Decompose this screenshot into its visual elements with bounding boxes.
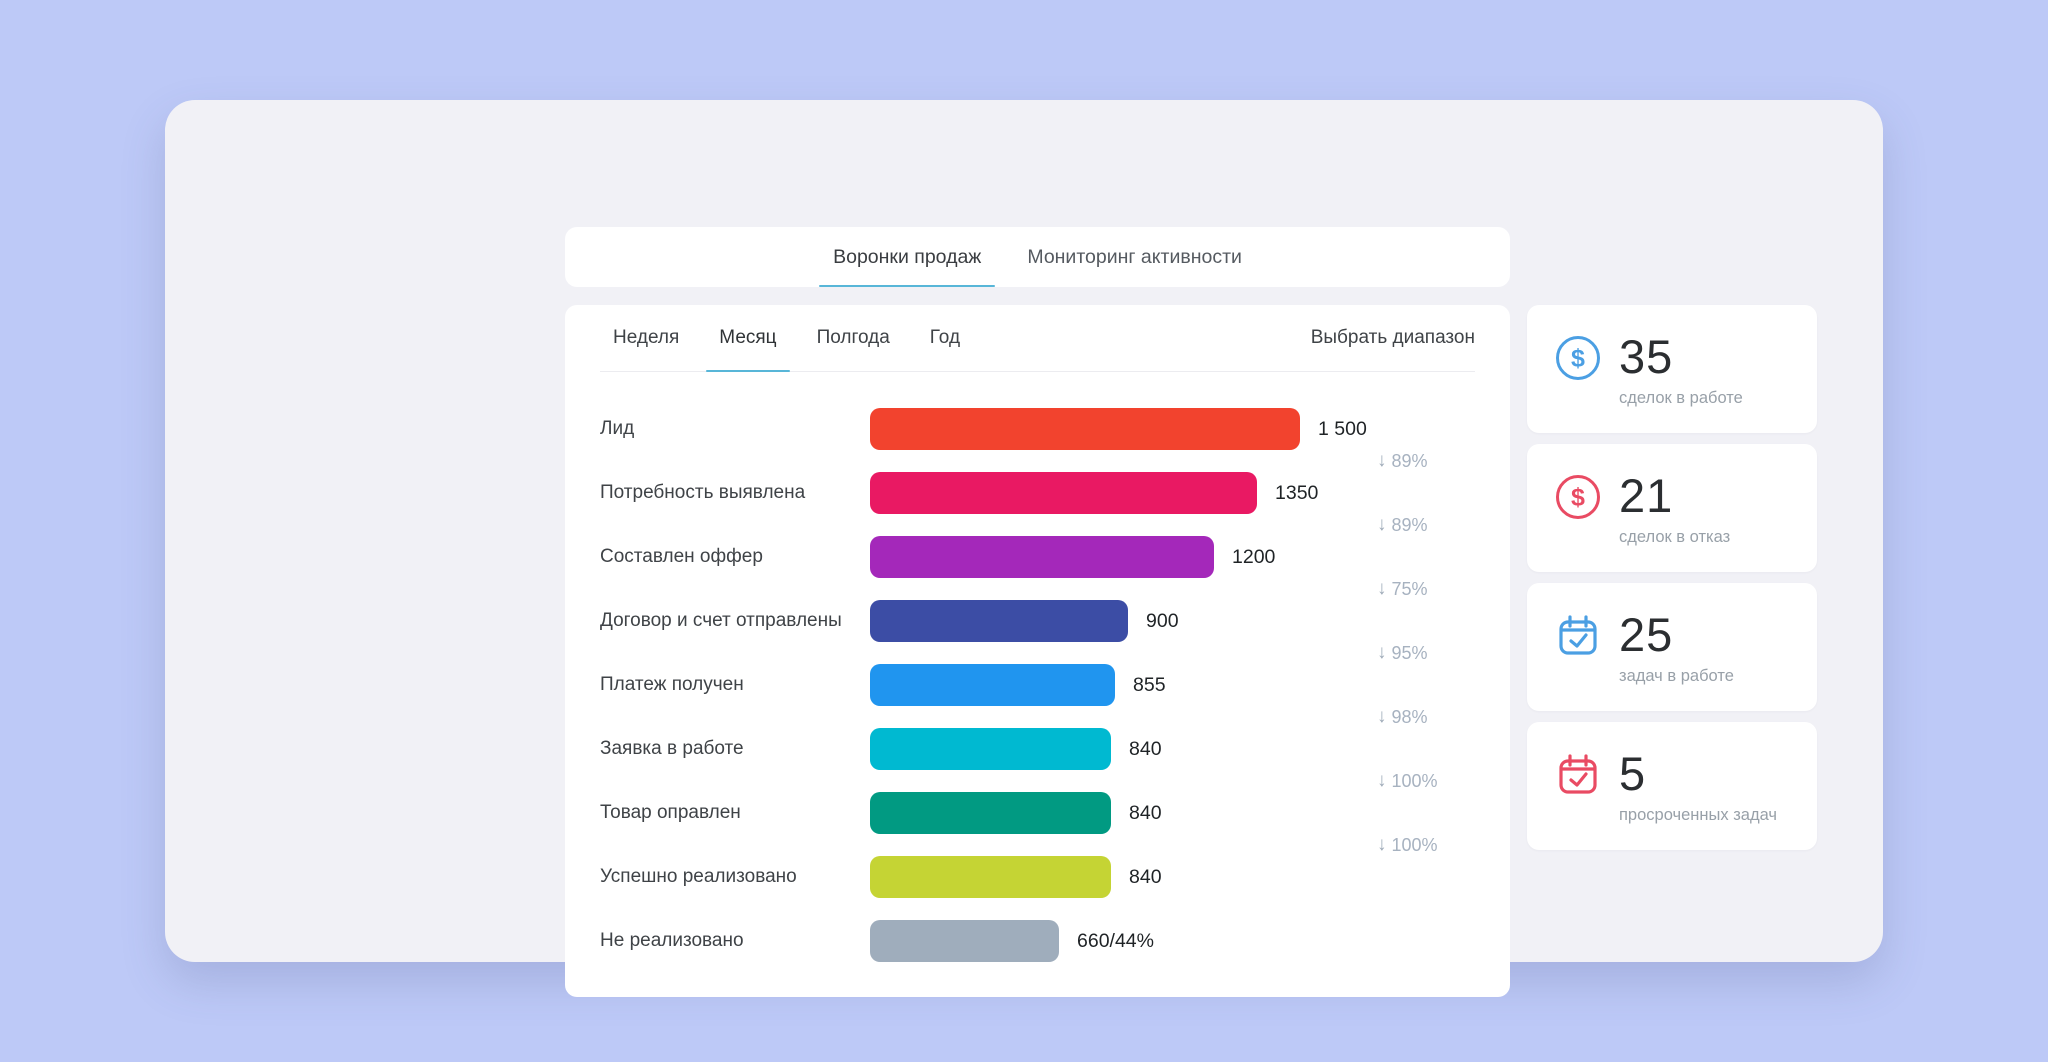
period-tab-bar: Неделя Месяц Полгода Год Выбрать диапазон	[600, 305, 1475, 372]
funnel-row: Товар оправлен 840	[600, 781, 1510, 845]
stat-value: 25	[1619, 608, 1674, 661]
arrow-down-icon: ↓	[1377, 834, 1387, 855]
funnel-bar	[870, 920, 1059, 962]
dollar-circle-icon: $	[1556, 475, 1600, 519]
funnel-stage-label: Заявка в работе	[600, 738, 744, 759]
stat-value: 5	[1619, 747, 1647, 800]
select-range-button[interactable]: Выбрать диапазон	[1310, 327, 1475, 348]
arrow-down-icon: ↓	[1377, 578, 1387, 599]
funnel-value: 900	[1146, 609, 1179, 632]
funnel-value: 855	[1133, 673, 1166, 696]
funnel-bar	[870, 600, 1128, 642]
funnel-stage-label: Платеж получен	[600, 674, 744, 695]
conversion-drop: ↓ 89%	[1377, 513, 1428, 537]
funnel-bar	[870, 856, 1111, 898]
funnel-stage-label: Товар оправлен	[600, 802, 741, 823]
conversion-drop-value: 75%	[1391, 578, 1428, 599]
funnel-stage-label: Не реализовано	[600, 930, 744, 951]
funnel-stage-label: Успешно реализовано	[600, 866, 797, 887]
funnel-value: 660/44%	[1077, 929, 1154, 952]
stat-card: 25 задач в работе	[1527, 583, 1817, 711]
funnel-row: Составлен оффер 1200	[600, 525, 1510, 589]
calendar-check-icon	[1559, 754, 1597, 794]
funnel-value: 1200	[1232, 545, 1276, 568]
stat-label: просроченных задач	[1619, 805, 1777, 824]
stat-card: 5 просроченных задач	[1527, 722, 1817, 850]
stat-body: 5 просроченных задач	[1619, 747, 1777, 850]
funnel-row: Не реализовано 660/44%	[600, 909, 1510, 973]
stat-label: задач в работе	[1619, 666, 1734, 685]
funnel-bar	[870, 536, 1214, 578]
arrow-down-icon: ↓	[1377, 514, 1387, 535]
stats-sidebar: $35 сделок в работе $21 сделок в отказ 25 зад…	[1527, 305, 1817, 850]
dollar-circle-icon: $	[1556, 336, 1600, 380]
funnel-row: Договор и счет отправлены 900	[600, 589, 1510, 653]
conversion-drop-value: 100%	[1391, 770, 1438, 791]
arrow-down-icon: ↓	[1377, 450, 1387, 471]
period-tab-1[interactable]: Месяц	[706, 305, 790, 372]
funnel-row: Платеж получен 855	[600, 653, 1510, 717]
funnel-row: Успешно реализовано 840	[600, 845, 1510, 909]
dashboard-container: Воронки продаж Мониторинг активности Неде…	[165, 100, 1883, 997]
funnel-bar	[870, 408, 1300, 450]
stat-body: 21 сделок в отказ	[1619, 469, 1731, 572]
sales-funnel-card: Неделя Месяц Полгода Год Выбрать диапазон Ли…	[565, 305, 1510, 997]
arrow-down-icon: ↓	[1377, 642, 1387, 663]
conversion-drop: ↓ 100%	[1377, 833, 1438, 857]
conversion-drop: ↓ 100%	[1377, 769, 1438, 793]
top-tab-sales-funnels[interactable]: Воронки продаж	[819, 227, 996, 287]
conversion-drop-value: 100%	[1391, 834, 1438, 855]
conversion-drop: ↓ 95%	[1377, 641, 1428, 665]
funnel-value: 1350	[1275, 481, 1319, 504]
calendar-check-icon	[1559, 615, 1597, 655]
conversion-drop: ↓ 75%	[1377, 577, 1428, 601]
funnel-stage-label: Лид	[600, 418, 635, 439]
stat-body: 25 задач в работе	[1619, 608, 1734, 711]
top-tab-activity-monitoring[interactable]: Мониторинг активности	[1027, 245, 1242, 268]
conversion-drop-value: 98%	[1391, 706, 1428, 727]
funnel-stage-label: Потребность выявлена	[600, 482, 806, 503]
top-tab-bar: Воронки продаж Мониторинг активности	[565, 227, 1510, 287]
funnel-stage-label: Договор и счет отправлены	[600, 610, 842, 631]
funnel-bar	[870, 728, 1111, 770]
funnel-rows: Лид 1 500 Потребность выявлена 1350 Составле…	[565, 397, 1510, 973]
stat-value: 21	[1619, 469, 1674, 522]
arrow-down-icon: ↓	[1377, 706, 1387, 727]
funnel-value: 840	[1129, 737, 1162, 760]
stat-label: сделок в работе	[1619, 388, 1743, 407]
funnel-bar	[870, 792, 1111, 834]
stat-value: 35	[1619, 330, 1674, 383]
funnel-stage-label: Составлен оффер	[600, 546, 763, 567]
conversion-drop-value: 89%	[1391, 450, 1428, 471]
period-tab-0[interactable]: Неделя	[613, 327, 680, 348]
funnel-value: 1 500	[1318, 417, 1367, 440]
conversion-drop: ↓ 89%	[1377, 449, 1428, 473]
funnel-row: Лид 1 500	[600, 397, 1510, 461]
svg-text:$: $	[1571, 484, 1585, 512]
svg-text:$: $	[1571, 345, 1585, 373]
period-tab-3[interactable]: Год	[929, 327, 961, 348]
stat-body: 35 сделок в работе	[1619, 330, 1743, 433]
funnel-bar	[870, 472, 1257, 514]
arrow-down-icon: ↓	[1377, 770, 1387, 791]
stat-card: $35 сделок в работе	[1527, 305, 1817, 433]
conversion-drop-value: 89%	[1391, 514, 1428, 535]
period-tab-2[interactable]: Полгода	[816, 327, 890, 348]
funnel-row: Потребность выявлена 1350	[600, 461, 1510, 525]
stat-card: $21 сделок в отказ	[1527, 444, 1817, 572]
funnel-row: Заявка в работе 840	[600, 717, 1510, 781]
funnel-value: 840	[1129, 865, 1162, 888]
stat-label: сделок в отказ	[1619, 527, 1731, 546]
funnel-bar	[870, 664, 1115, 706]
funnel-value: 840	[1129, 801, 1162, 824]
conversion-drop-value: 95%	[1391, 642, 1428, 663]
conversion-drop: ↓ 98%	[1377, 705, 1428, 729]
